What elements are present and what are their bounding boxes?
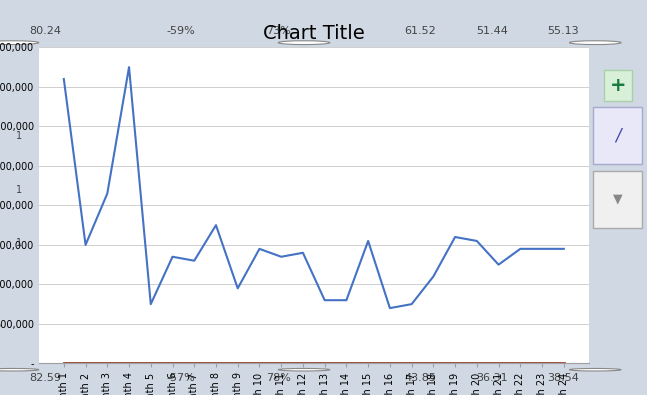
Text: 1: 1 <box>16 238 23 248</box>
Text: 1: 1 <box>16 184 23 195</box>
Close <box>451 361 459 366</box>
Close <box>60 361 68 366</box>
Close <box>364 361 372 366</box>
Close <box>560 361 567 366</box>
Volume <box>299 250 307 255</box>
Volume <box>321 298 329 303</box>
Volume <box>82 243 89 247</box>
Close <box>104 361 111 366</box>
Volume <box>104 191 111 196</box>
Volume <box>234 286 241 291</box>
Circle shape <box>569 369 621 371</box>
Volume <box>169 254 177 259</box>
Close <box>516 361 524 366</box>
Volume <box>495 262 503 267</box>
Close <box>278 361 285 366</box>
Text: 36.31: 36.31 <box>476 372 507 383</box>
Close <box>473 361 481 366</box>
Close <box>169 361 177 366</box>
Volume <box>125 65 133 70</box>
Volume <box>190 258 198 263</box>
Circle shape <box>0 369 39 371</box>
Volume <box>342 298 350 303</box>
Text: 78%: 78% <box>266 372 291 383</box>
Close <box>147 361 155 366</box>
Text: -59%: -59% <box>167 26 195 36</box>
Volume <box>408 302 415 307</box>
Volume <box>364 239 372 243</box>
Text: ▼: ▼ <box>613 193 622 205</box>
Close <box>386 361 394 366</box>
FancyBboxPatch shape <box>593 171 642 228</box>
Text: 73%: 73% <box>266 26 291 36</box>
Text: 80.24: 80.24 <box>29 26 61 36</box>
Volume <box>386 306 394 310</box>
Volume <box>516 246 524 251</box>
Text: 1: 1 <box>16 131 23 141</box>
Circle shape <box>569 41 621 45</box>
Circle shape <box>278 41 330 45</box>
Volume <box>256 246 263 251</box>
Text: 61.52: 61.52 <box>404 26 437 36</box>
Title: Chart Title: Chart Title <box>263 24 365 43</box>
Volume <box>212 223 220 228</box>
Close <box>342 361 350 366</box>
Volume <box>430 274 437 279</box>
Volume <box>473 239 481 243</box>
Text: -57%: -57% <box>167 372 195 383</box>
Close <box>538 361 546 366</box>
Close <box>408 361 415 366</box>
Close <box>430 361 437 366</box>
Volume <box>147 302 155 307</box>
Circle shape <box>0 41 39 45</box>
Close <box>321 361 329 366</box>
Close <box>495 361 503 366</box>
Text: /: / <box>615 127 620 145</box>
Text: 55.13: 55.13 <box>547 26 578 36</box>
Text: +: + <box>609 76 626 95</box>
Text: 38.54: 38.54 <box>547 372 579 383</box>
Close <box>234 361 241 366</box>
Close <box>125 361 133 366</box>
Close <box>212 361 220 366</box>
Circle shape <box>278 369 330 371</box>
Volume <box>538 246 546 251</box>
Close <box>190 361 198 366</box>
Text: 82.59: 82.59 <box>29 372 61 383</box>
Text: 43.85: 43.85 <box>404 372 437 383</box>
Volume <box>560 246 567 251</box>
FancyBboxPatch shape <box>593 107 642 164</box>
Volume <box>451 235 459 239</box>
Volume <box>60 77 68 81</box>
Close <box>82 361 89 366</box>
Text: 51.44: 51.44 <box>476 26 508 36</box>
Close <box>256 361 263 366</box>
Volume <box>278 254 285 259</box>
Line: Volume: Volume <box>64 67 564 308</box>
Close <box>299 361 307 366</box>
